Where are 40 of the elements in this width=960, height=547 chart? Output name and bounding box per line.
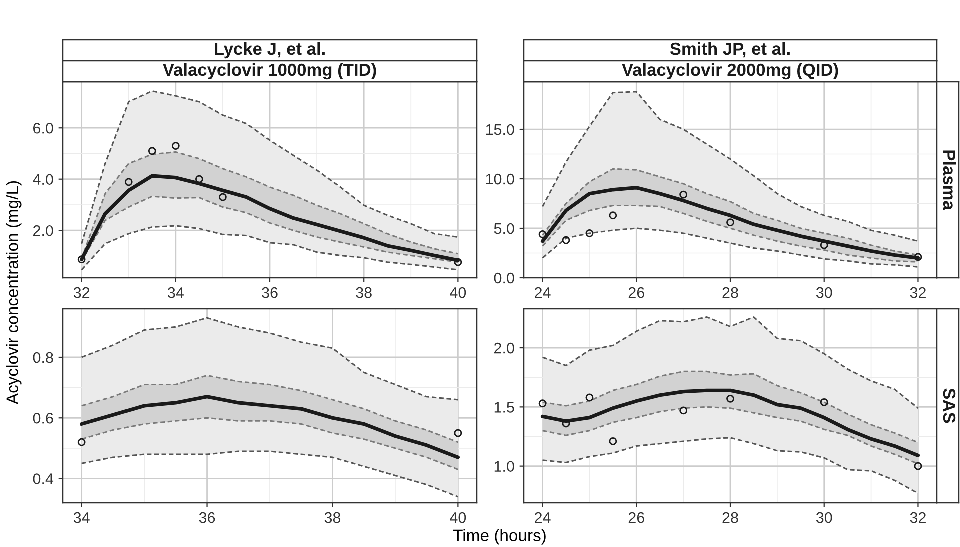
y-tick-label: 6.0 [34, 122, 54, 134]
x-tick-label: 30 [816, 287, 832, 298]
y-tick-label: 0.8 [33, 352, 54, 364]
y-tick-label: 2.0 [34, 225, 54, 236]
x-tick-label: 24 [535, 287, 551, 298]
y-tick-label: 10.0 [486, 174, 514, 185]
y-tick-label: 0.4 [33, 474, 54, 484]
x-tick-label: 40 [450, 287, 466, 298]
y-tick-label: 2.0 [494, 342, 514, 354]
chart-subtitle: Valacyclovir 2000mg (QID) [622, 63, 838, 80]
x-tick-label: 38 [356, 287, 372, 298]
x-tick-label: 32 [910, 512, 926, 524]
text: Plasma [943, 150, 956, 211]
y-tick-label: 4.0 [33, 174, 54, 186]
chart-title: Smith JP, et al. [670, 42, 790, 58]
x-tick-label: 28 [722, 512, 738, 524]
x-tick-label: 32 [74, 287, 90, 298]
x-tick-label: 40 [450, 512, 466, 524]
y-tick-label: 1.5 [494, 402, 514, 413]
y-tick-label: 0.0 [494, 272, 514, 284]
x-tick-label: 30 [816, 512, 832, 524]
y-tick-label: 15.0 [486, 124, 514, 136]
x-tick-label: 26 [628, 512, 644, 524]
x-tick-label: 32 [910, 287, 926, 298]
x-tick-label: 38 [324, 512, 341, 524]
x-tick-label: 34 [74, 512, 90, 524]
y-axis-title: Acyclovir concentration (mg/L) [6, 181, 22, 405]
x-tick-label: 34 [168, 287, 184, 298]
x-tick-label: 26 [628, 287, 644, 298]
x-tick-label: 24 [535, 512, 551, 524]
chart-subtitle: Valacyclovir 1000mg (TID) [163, 63, 376, 80]
text: SAS [943, 388, 956, 424]
y-tick-label: 0.6 [33, 412, 54, 424]
y-tick-label: 1.0 [494, 461, 514, 472]
x-tick-label: 36 [262, 287, 278, 298]
x-tick-label: 36 [199, 512, 216, 524]
y-tick-label: 5.0 [494, 223, 514, 234]
x-tick-label: 28 [722, 287, 738, 298]
x-axis-title: Time (hours) [453, 529, 546, 545]
chart-title: Lycke J, et al. [215, 42, 325, 59]
